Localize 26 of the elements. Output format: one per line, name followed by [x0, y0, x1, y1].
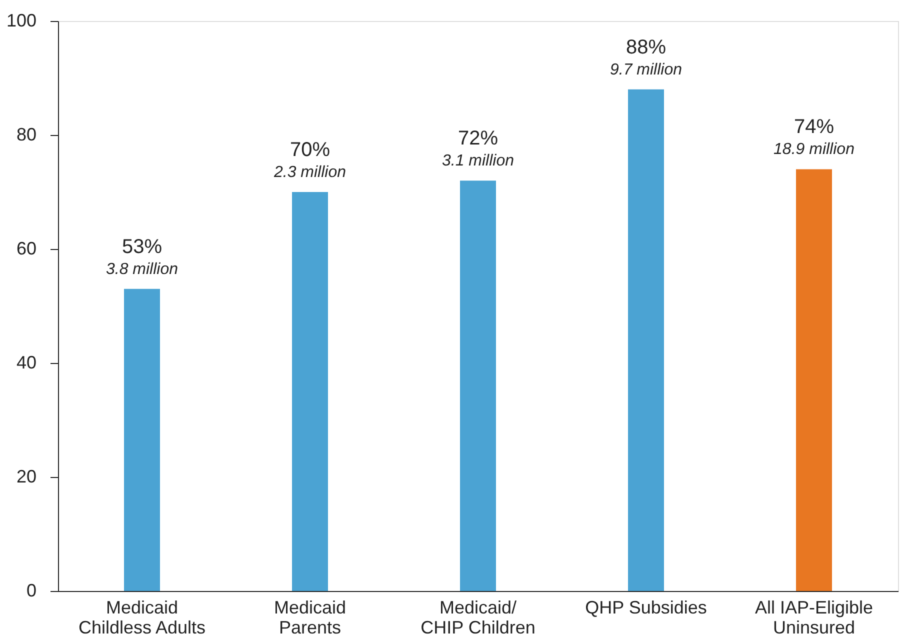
- x-tick-label: Medicaid Childless Adults: [78, 598, 206, 638]
- x-tick-label: QHP Subsidies: [585, 598, 707, 618]
- bar: [292, 192, 328, 591]
- bar: [460, 180, 496, 591]
- annotation: 3.8 million: [106, 260, 178, 278]
- y-tick-label: 100: [6, 10, 36, 30]
- data-label: 72%: [458, 128, 498, 150]
- annotation: 3.1 million: [442, 152, 514, 170]
- x-tick-label: Medicaid/ CHIP Children: [420, 598, 536, 638]
- y-tick-label: 40: [16, 352, 36, 372]
- data-label: 70%: [290, 139, 330, 161]
- y-tick-label: 20: [16, 466, 36, 486]
- annotation: 18.9 million: [774, 141, 855, 158]
- annotation: 2.3 million: [272, 164, 346, 181]
- bar: [796, 169, 832, 591]
- y-tick-label: 0: [26, 580, 36, 600]
- bar: [628, 89, 664, 591]
- data-label: 74%: [794, 116, 834, 138]
- x-tick-label: All IAP-Eligible Uninsured: [754, 598, 874, 638]
- y-tick-label: 80: [16, 124, 36, 144]
- x-tick-label: Medicaid Parents: [274, 598, 346, 638]
- data-label: 88%: [626, 36, 666, 58]
- bar: [124, 288, 160, 591]
- data-label: 53%: [122, 236, 162, 258]
- y-tick-label: 60: [16, 238, 36, 258]
- annotation: 9.7 million: [610, 61, 682, 78]
